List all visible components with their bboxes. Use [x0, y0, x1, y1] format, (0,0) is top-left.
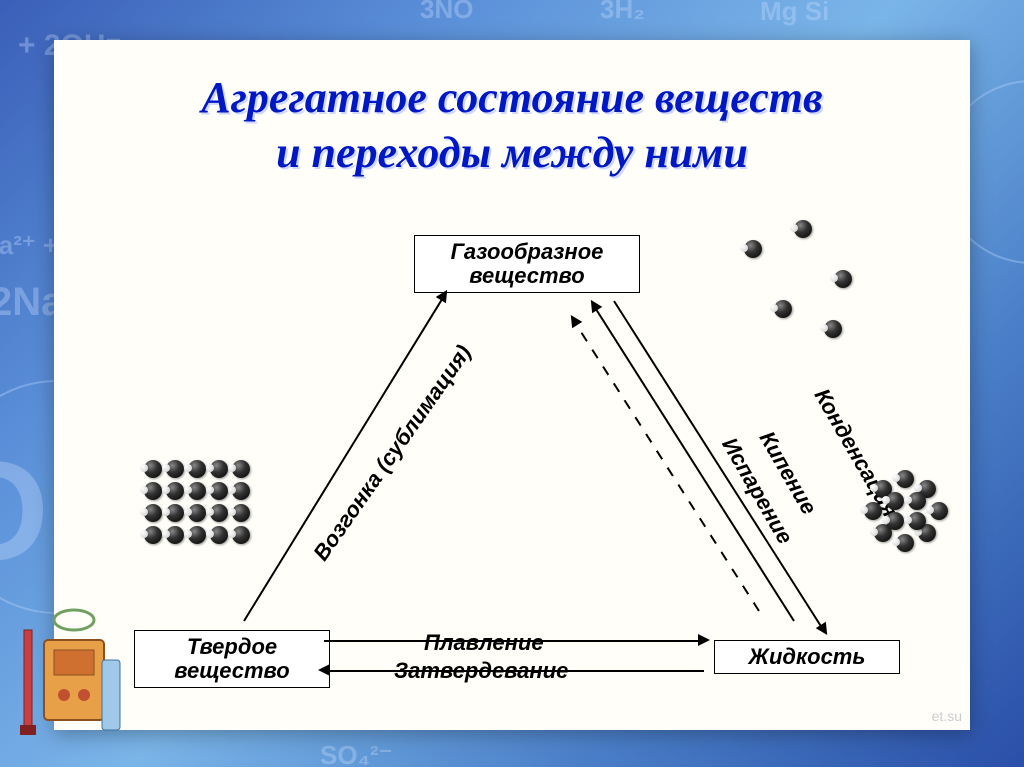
arrowhead-solidification	[318, 664, 330, 676]
state-liquid-box: Жидкость	[714, 640, 900, 674]
arrowhead-boiling	[586, 297, 603, 314]
label-sublimation: Возгонка (сублимация)	[308, 340, 477, 565]
molecule-icon	[886, 512, 904, 530]
molecule-icon	[210, 482, 228, 500]
molecule-icon	[188, 482, 206, 500]
molecule-icon	[232, 504, 250, 522]
molecule-icon	[188, 526, 206, 544]
label-melting: Плавление	[424, 630, 544, 656]
molecule-icon	[774, 300, 792, 318]
molecule-icon	[896, 534, 914, 552]
molecule-icon	[834, 270, 852, 288]
molecule-icon	[908, 492, 926, 510]
molecule-icon	[210, 526, 228, 544]
molecule-icon	[930, 502, 948, 520]
molecule-icon	[188, 460, 206, 478]
molecule-icon	[744, 240, 762, 258]
molecule-icon	[166, 460, 184, 478]
molecule-icon	[232, 482, 250, 500]
molecule-icon	[144, 526, 162, 544]
molecule-icon	[166, 526, 184, 544]
molecule-icon	[824, 320, 842, 338]
molecule-icon	[144, 460, 162, 478]
arrowhead-evaporation	[566, 312, 583, 329]
state-solid-box: Твердоевещество	[134, 630, 330, 688]
arrow-boiling	[593, 305, 795, 621]
molecule-icon	[188, 504, 206, 522]
molecule-icon	[896, 470, 914, 488]
molecule-icon	[144, 504, 162, 522]
arrowhead-melting	[698, 634, 710, 646]
molecule-icon	[794, 220, 812, 238]
molecule-icon	[864, 502, 882, 520]
title-line-2: и переходы между ними	[276, 128, 748, 177]
watermark: et.su	[932, 708, 962, 724]
molecule-icon	[908, 512, 926, 530]
molecule-icon	[232, 526, 250, 544]
molecule-icon	[210, 504, 228, 522]
molecule-icon	[144, 482, 162, 500]
arrow-sublimation	[243, 295, 445, 621]
label-solidification: Затвердевание	[394, 658, 568, 684]
title-line-1: Агрегатное состояние веществ	[201, 73, 822, 122]
molecule-icon	[166, 504, 184, 522]
state-gas-box: Газообразноевещество	[414, 235, 640, 293]
lab-equipment-icon	[14, 600, 134, 740]
slide-title: Агрегатное состояние веществ и переходы …	[54, 70, 970, 180]
molecule-icon	[166, 482, 184, 500]
slide-card: Агрегатное состояние веществ и переходы …	[54, 40, 970, 730]
molecule-icon	[886, 492, 904, 510]
molecule-icon	[210, 460, 228, 478]
molecule-icon	[232, 460, 250, 478]
